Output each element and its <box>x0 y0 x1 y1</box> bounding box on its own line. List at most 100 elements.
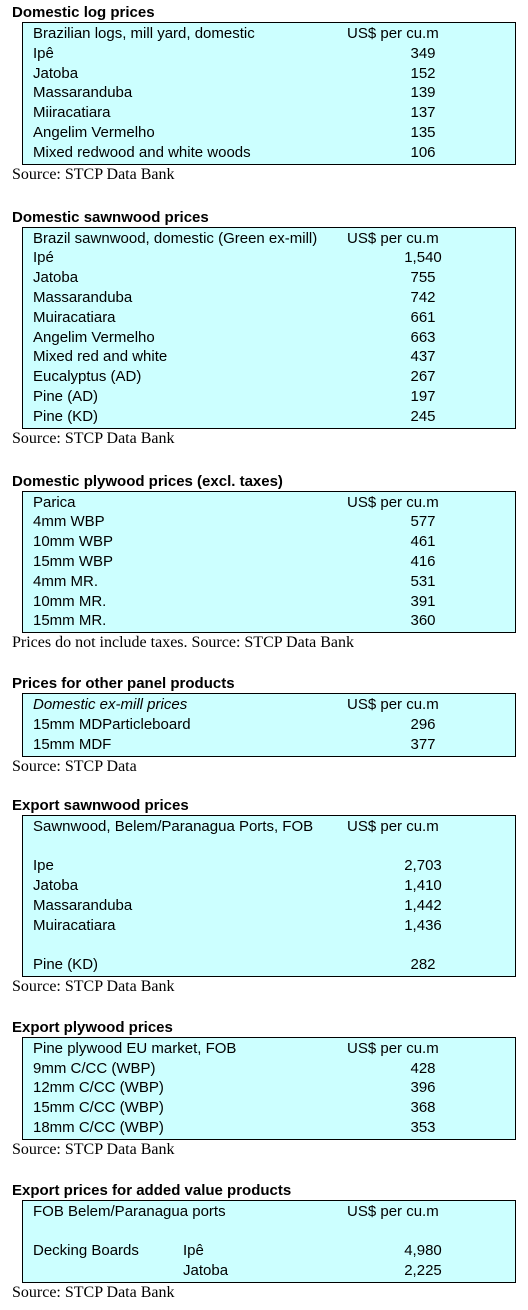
data-row: Muiracatiara 661 <box>23 308 515 328</box>
data-row: Ipé 1,540 <box>23 248 515 268</box>
header-label: Brazilian logs, mill yard, domestic <box>33 25 255 42</box>
section-title: Domestic log prices <box>12 4 155 21</box>
data-row: Muiracatiara 1,436 <box>23 916 515 936</box>
product: 15mm C/CC (WBP) <box>33 1099 164 1117</box>
product: 10mm WBP <box>33 533 114 551</box>
header-unit: US$ per cu.m <box>347 493 439 511</box>
header-unit: US$ per cu.m <box>347 229 439 247</box>
price: 1,436 <box>404 916 442 934</box>
source-note: Prices do not include taxes. Source: STC… <box>12 634 355 652</box>
price: 396 <box>410 1079 436 1097</box>
price: 742 <box>410 288 436 306</box>
header-unit: US$ per cu.m <box>347 25 439 42</box>
price: 1,540 <box>404 249 442 267</box>
data-row: 9mm C/CC (WBP) 428 <box>23 1059 515 1079</box>
product: 15mm MR. <box>33 612 107 630</box>
data-row: Jatoba 2,225 <box>23 1261 515 1281</box>
price: 267 <box>410 368 436 386</box>
product: Mixed redwood and white woods <box>33 143 251 161</box>
section-title: Domestic sawnwood prices <box>12 208 209 226</box>
data-row: Jatoba 1,410 <box>23 876 515 896</box>
product: 15mm MDParticleboard <box>33 715 191 733</box>
price: 531 <box>410 572 436 590</box>
price: 428 <box>410 1059 436 1077</box>
data-row: 4mm MR. 531 <box>23 572 515 592</box>
price: 135 <box>410 123 436 141</box>
data-row: 18mm C/CC (WBP) 353 <box>23 1118 515 1138</box>
data-row: 15mm WBP 416 <box>23 552 515 572</box>
price-table: Parica US$ per cu.m 4mm WBP 577 10mm WBP 461 1… <box>22 490 516 634</box>
price: 368 <box>410 1099 436 1117</box>
price: 349 <box>410 44 436 62</box>
header-label: Domestic ex-mill prices <box>33 696 188 714</box>
data-row: Pine (KD) 282 <box>23 955 515 975</box>
price: 106 <box>410 143 436 161</box>
header-label: Parica <box>33 493 76 511</box>
product: 15mm WBP <box>33 552 114 570</box>
product: 4mm MR. <box>33 572 98 590</box>
price-table: Pine plywood EU market, FOB US$ per cu.m 9… <box>22 1036 516 1140</box>
spacer <box>0 653 528 675</box>
species: Jatoba <box>183 1262 229 1280</box>
price: 139 <box>410 84 436 102</box>
header-label: Pine plywood EU market, FOB <box>33 1039 237 1057</box>
product: Ipe <box>33 857 54 875</box>
price: 391 <box>410 592 436 610</box>
price: 152 <box>410 64 436 82</box>
price: 360 <box>410 612 436 630</box>
price: 437 <box>410 348 436 366</box>
source-note: Source: STCP Data Bank <box>12 429 175 447</box>
price-table: Brazil sawnwood, domestic (Green ex-mill… <box>22 226 516 429</box>
price: 377 <box>410 735 436 753</box>
blank-row <box>23 935 515 955</box>
data-row: 10mm MR. 391 <box>23 592 515 612</box>
price: 4,980 <box>404 1242 442 1260</box>
data-row: Mixed redwood and white woods 106 <box>23 143 515 163</box>
product: Muiracatiara <box>33 308 116 326</box>
price: 282 <box>410 956 436 974</box>
blank-row <box>23 1222 515 1242</box>
spacer <box>0 777 528 797</box>
header-row: Parica US$ per cu.m <box>23 493 515 513</box>
data-row: 15mm C/CC (WBP) 368 <box>23 1098 515 1118</box>
data-row: Massaranduba 1,442 <box>23 896 515 916</box>
price-table: Sawnwood, Belem/Paranagua Ports, FOB US$ … <box>22 814 516 977</box>
header-unit: US$ per cu.m <box>347 1202 439 1220</box>
header-unit: US$ per cu.m <box>347 696 439 714</box>
product: Angelim Vermelho <box>33 123 155 141</box>
product: Jatoba <box>33 876 79 894</box>
data-row: 12mm C/CC (WBP) 396 <box>23 1078 515 1098</box>
price: 245 <box>410 407 436 425</box>
header-unit: US$ per cu.m <box>347 1039 439 1057</box>
price-table: FOB Belem/Paranagua ports US$ per cu.m Dec… <box>22 1199 516 1284</box>
product: Jatoba <box>33 64 79 82</box>
data-row: Miiracatiara 137 <box>23 103 515 123</box>
product: Pine (KD) <box>33 407 99 425</box>
data-row: Angelim Vermelho 663 <box>23 328 515 348</box>
product: Mixed red and white <box>33 348 168 366</box>
source-note: Source: STCP Data Bank <box>12 1140 175 1158</box>
price: 2,225 <box>404 1262 442 1280</box>
spacer <box>0 997 528 1019</box>
product: Miiracatiara <box>33 104 111 122</box>
data-row: Jatoba 755 <box>23 268 515 288</box>
data-row: Massaranduba 742 <box>23 288 515 308</box>
product: 15mm MDF <box>33 735 112 753</box>
data-row: 15mm MDParticleboard 296 <box>23 715 515 735</box>
data-row: Pine (AD) 197 <box>23 387 515 407</box>
product: Jatoba <box>33 269 79 287</box>
product: 4mm WBP <box>33 513 105 531</box>
product: Ipê <box>33 44 54 62</box>
header-row: Pine plywood EU market, FOB US$ per cu.m <box>23 1039 515 1059</box>
price: 197 <box>410 387 436 405</box>
header-row: Brazil sawnwood, domestic (Green ex-mill… <box>23 229 515 249</box>
header-row: FOB Belem/Paranagua ports US$ per cu.m <box>23 1202 515 1222</box>
product: 12mm C/CC (WBP) <box>33 1079 164 1097</box>
product: Massaranduba <box>33 896 133 914</box>
price: 2,703 <box>404 857 442 875</box>
price: 461 <box>410 533 436 551</box>
section-title: Domestic plywood prices (excl. taxes) <box>12 472 283 490</box>
header-row: Sawnwood, Belem/Paranagua Ports, FOB US$ … <box>23 817 515 837</box>
header-row: Domestic ex-mill prices US$ per cu.m <box>23 695 515 715</box>
